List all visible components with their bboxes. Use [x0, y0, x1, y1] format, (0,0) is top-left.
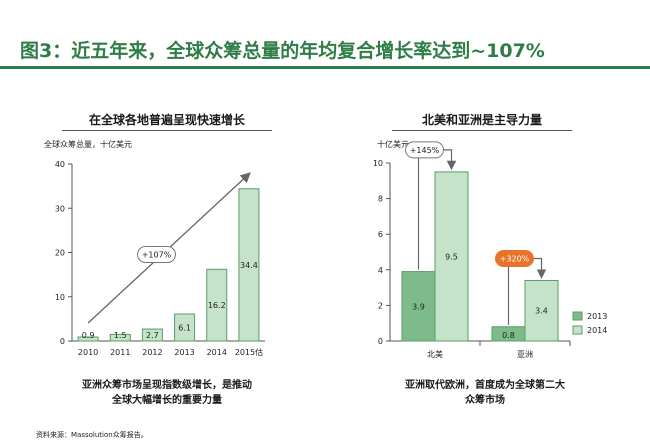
right-bar [401, 271, 436, 342]
right-chart-title-underline [392, 130, 572, 131]
left-annotation-bubble [137, 246, 176, 264]
right-y-tick-label: 4 [378, 266, 383, 275]
left-chart-title-underline [62, 130, 272, 131]
left-chart-caption: 亚洲众筹市场呈现指数级增长，是推动 全球大幅增长的重要力量 [52, 378, 282, 408]
right-bar-data-label: 9.5 [445, 252, 458, 261]
right-legend-label: 2014 [587, 326, 607, 335]
left-bar-data-label: 0.9 [82, 331, 95, 340]
right-annotation-bubble [495, 249, 534, 267]
left-bar [109, 333, 131, 342]
left-y-tick-label: 10 [55, 293, 65, 302]
left-caption-line-2: 全球大幅增长的重要力量 [112, 395, 222, 406]
left-chart-title: 在全球各地普遍呈现快速增长 [88, 113, 245, 127]
left-x-tick-label: 2015估 [235, 347, 263, 357]
right-y-tick-label: 8 [378, 195, 383, 204]
right-y-tick-label: 0 [378, 337, 383, 346]
left-y-tick-label: 30 [55, 204, 65, 213]
right-annotation-bubble [405, 141, 444, 159]
left-caption-line-1: 亚洲众筹市场呈现指数级增长，是推动 [82, 380, 252, 391]
left-y-tick-label: 20 [55, 249, 65, 258]
right-bar [524, 279, 559, 342]
left-bar [174, 313, 196, 342]
right-annotation-label: +145% [410, 146, 440, 155]
left-bar-data-label: 2.7 [146, 331, 159, 340]
right-y-axis-label: 十亿美元 [377, 139, 409, 149]
left-y-axis-label: 全球众筹总量，十亿美元 [44, 139, 132, 149]
right-x-tick-label: 亚洲 [517, 350, 533, 359]
right-bar-chart: 十亿美元 0 2 4 6 8 10 3.9 9.5 北美 0.8 3.4 亚洲 +145% +320% 201… [373, 139, 608, 359]
left-annotation-label: +107% [142, 251, 172, 260]
slide-title: 图3：近五年来，全球众筹总量的年均复合增长率达到~107% [20, 40, 545, 62]
left-bar-data-label: 34.4 [240, 261, 258, 270]
left-y-tick-label: 0 [60, 337, 65, 346]
right-caption-line-1: 亚洲取代欧洲，首度成为全球第二大 [405, 380, 565, 391]
right-bar-data-label: 3.4 [535, 307, 548, 316]
left-x-tick-label: 2011 [110, 348, 130, 357]
left-x-tick-label: 2012 [142, 348, 162, 357]
right-bar-data-label: 3.9 [412, 302, 425, 311]
left-bar-data-label: 6.1 [178, 324, 191, 333]
left-bar-data-label: 16.2 [208, 301, 226, 310]
right-legend-swatch [572, 311, 583, 321]
right-x-tick-label: 北美 [427, 349, 443, 359]
left-bar-chart: 全球众筹总量，十亿美元 0 10 20 30 40 0.9 2010 1.5 2011 2.7 201… [44, 139, 265, 357]
right-chart-title: 北美和亚洲是主导力量 [421, 113, 542, 127]
right-legend-swatch [572, 325, 583, 335]
left-bar [238, 188, 260, 342]
right-legend-label: 2013 [587, 312, 607, 321]
left-y-tick-label: 40 [55, 160, 65, 169]
right-y-tick-label: 2 [378, 301, 383, 310]
source-note: 资料来源：Massolution众筹报告。 [36, 431, 148, 439]
right-caption-line-2: 众筹市场 [465, 395, 505, 406]
right-bar-data-label: 0.8 [502, 331, 515, 340]
left-bar [77, 336, 99, 342]
right-bar [434, 171, 469, 342]
left-bar-data-label: 1.5 [114, 331, 127, 340]
left-bar [141, 328, 163, 342]
left-x-tick-label: 2014 [207, 348, 227, 357]
left-x-tick-label: 2013 [174, 348, 194, 357]
right-y-tick-label: 6 [378, 230, 383, 239]
left-x-tick-label: 2010 [78, 348, 98, 357]
right-y-tick-label: 10 [373, 159, 383, 168]
left-bar [206, 268, 228, 342]
title-divider [0, 66, 650, 69]
right-annotation-label: +320% [500, 254, 530, 263]
right-chart-caption: 亚洲取代欧洲，首度成为全球第二大 众筹市场 [395, 378, 575, 408]
